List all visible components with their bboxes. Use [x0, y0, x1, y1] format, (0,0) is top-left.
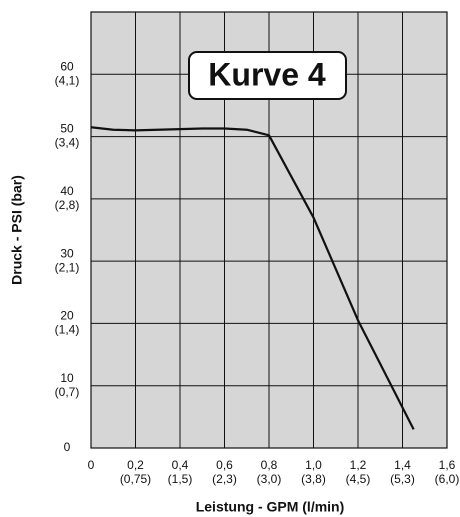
- y-tick-metric: (2,8): [55, 198, 80, 212]
- y-tick-metric: (0,7): [55, 385, 80, 399]
- x-tick-label: 1,2: [350, 458, 367, 472]
- y-axis-label: Druck - PSI (bar): [9, 175, 25, 285]
- curve: [90, 126, 415, 430]
- y-tick-metric: (1,4): [55, 323, 80, 337]
- annotation: Kurve 4: [208, 56, 326, 92]
- x-tick-metric: (6,0): [435, 472, 460, 486]
- x-tick-metric: (5,3): [390, 472, 415, 486]
- y-tick-metric: (3,4): [55, 136, 80, 150]
- x-tick-label: 1,4: [394, 458, 411, 472]
- x-tick-metric: (3,0): [257, 472, 282, 486]
- y-tick-label: 40: [60, 184, 74, 198]
- y-tick-label: 0: [64, 440, 71, 454]
- x-tick-metric: (1,5): [168, 472, 193, 486]
- x-tick-label: 0,8: [261, 458, 278, 472]
- x-axis-label: Leistung - GPM (l/min): [196, 499, 345, 515]
- x-tick-label: 1,6: [439, 458, 456, 472]
- y-tick-label: 60: [60, 59, 74, 73]
- x-tick-label: 0: [88, 458, 95, 472]
- y-tick-label: 10: [60, 371, 74, 385]
- y-tick-label: 30: [60, 246, 74, 260]
- y-tick-metric: (4,1): [55, 73, 80, 87]
- y-tick-metric: (2,1): [55, 260, 80, 274]
- x-tick-label: 0,2: [127, 458, 144, 472]
- x-tick-label: 0,4: [172, 458, 189, 472]
- y-tick-label: 50: [60, 122, 74, 136]
- x-tick-metric: (3,8): [301, 472, 326, 486]
- x-tick-metric: (0,75): [120, 472, 151, 486]
- x-tick-label: 0,6: [216, 458, 233, 472]
- annotation-box: [188, 51, 347, 100]
- x-tick-metric: (4,5): [346, 472, 371, 486]
- x-tick-label: 1,0: [305, 458, 322, 472]
- y-tick-label: 20: [60, 309, 74, 323]
- x-tick-metric: (2,3): [212, 472, 237, 486]
